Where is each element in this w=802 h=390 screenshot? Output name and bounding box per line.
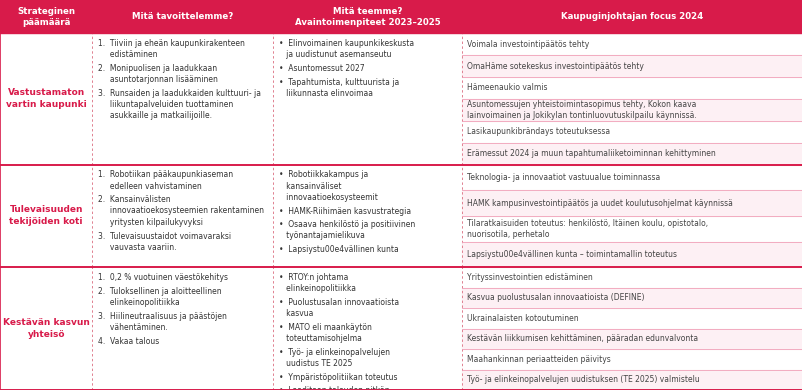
Text: •  Osaava henkilöstö ja positiivinen
   työnantajamielikuva: • Osaava henkilöstö ja positiivinen työn… bbox=[278, 220, 415, 241]
Text: •  RTOY:n johtama
   elinkeinopolitiikka: • RTOY:n johtama elinkeinopolitiikka bbox=[278, 273, 355, 293]
Text: •  HAMK-Riihimäen kasvustrategia: • HAMK-Riihimäen kasvustrategia bbox=[278, 207, 411, 216]
Text: OmaHäme sotekeskus investointipäätös tehty: OmaHäme sotekeskus investointipäätös teh… bbox=[467, 62, 643, 71]
Text: •  Robotiikkakampus ja
   kansainväliset
   innovaatioekosysteemit: • Robotiikkakampus ja kansainväliset inn… bbox=[278, 170, 377, 202]
Text: Lasikaupunkibrändays toteutuksessa: Lasikaupunkibrändays toteutuksessa bbox=[467, 127, 610, 136]
Text: •  Tapahtumista, kulttuurista ja
   liikunnasta elinvoimaa: • Tapahtumista, kulttuurista ja liikunna… bbox=[278, 78, 399, 98]
Text: Kasvua puolustusalan innovaatioista (DEFINE): Kasvua puolustusalan innovaatioista (DEF… bbox=[467, 293, 644, 302]
Text: Ukrainalaisten kotoutuminen: Ukrainalaisten kotoutuminen bbox=[467, 314, 578, 323]
Text: Maahankinnan periaatteiden päivitys: Maahankinnan periaatteiden päivitys bbox=[467, 355, 610, 364]
Text: 1.  Robotiikan pääkaupunkiaseman
     edelleen vahvistaminen: 1. Robotiikan pääkaupunkiaseman edelleen… bbox=[98, 170, 233, 191]
Text: Kaupuginjohtajan focus 2024: Kaupuginjohtajan focus 2024 bbox=[561, 12, 703, 21]
Text: •  MATO eli maankäytön
   toteuttamisohjelma: • MATO eli maankäytön toteuttamisohjelma bbox=[278, 323, 371, 343]
Text: Erämessut 2024 ja muun tapahtumaliiketoiminnan kehittyminen: Erämessut 2024 ja muun tapahtumaliiketoi… bbox=[467, 149, 715, 158]
Bar bbox=[461, 99, 802, 121]
Text: 1.  Tiiviin ja eheän kaupunkirakenteen
     edistäminen: 1. Tiiviin ja eheän kaupunkirakenteen ed… bbox=[98, 39, 245, 59]
Bar bbox=[461, 190, 802, 216]
Bar bbox=[461, 143, 802, 165]
Text: •  Työ- ja elinkeinopalvelujen
   uudistus TE 2025: • Työ- ja elinkeinopalvelujen uudistus T… bbox=[278, 348, 389, 368]
Bar bbox=[461, 328, 802, 349]
Text: •  Asuntomessut 2027: • Asuntomessut 2027 bbox=[278, 64, 364, 73]
Bar bbox=[0, 0, 802, 33]
Text: Tilaratkaisuiden toteutus: henkilöstö, Itäinen koulu, opistotalo,
nuorisotila, p: Tilaratkaisuiden toteutus: henkilöstö, I… bbox=[467, 219, 707, 239]
Text: 3.  Hiilineutraalisuus ja päästöjen
     vähentäminen.: 3. Hiilineutraalisuus ja päästöjen vähen… bbox=[98, 312, 226, 332]
Text: Mitä teemme?
Avaintoimenpiteet 2023–2025: Mitä teemme? Avaintoimenpiteet 2023–2025 bbox=[294, 7, 439, 27]
Text: Työ- ja elinkeinopalvelujen uudistuksen (TE 2025) valmistelu: Työ- ja elinkeinopalvelujen uudistuksen … bbox=[467, 375, 699, 384]
Text: 2.  Kansainvälisten
     innovaatioekosysteemien rakentaminen
     yritysten kil: 2. Kansainvälisten innovaatioekosysteemi… bbox=[98, 195, 264, 227]
Text: •  Puolustusalan innovaatioista
   kasvua: • Puolustusalan innovaatioista kasvua bbox=[278, 298, 399, 318]
Text: Tulevaisuuden
tekijöiden koti: Tulevaisuuden tekijöiden koti bbox=[10, 206, 83, 226]
Text: 2.  Tuloksellinen ja aloitteellinen
     elinkeinopolitiikka: 2. Tuloksellinen ja aloitteellinen elink… bbox=[98, 287, 221, 307]
Text: Teknologia- ja innovaatiot vastuualue toiminnassa: Teknologia- ja innovaatiot vastuualue to… bbox=[467, 173, 660, 182]
Text: 3.  Tulevaisuustaidot voimavaraksi
     vauvasta vaariin.: 3. Tulevaisuustaidot voimavaraksi vauvas… bbox=[98, 232, 231, 252]
Bar bbox=[461, 55, 802, 77]
Text: Mitä tavoittelemme?: Mitä tavoittelemme? bbox=[132, 12, 233, 21]
Text: Asuntomessujen yhteistoimintasopimus tehty, Kokon kaava
lainvoimainen ja Jokikyl: Asuntomessujen yhteistoimintasopimus teh… bbox=[467, 100, 696, 120]
Text: 3.  Runsaiden ja laadukkaiden kulttuuri- ja
     liikuntapalveluiden tuottaminen: 3. Runsaiden ja laadukkaiden kulttuuri- … bbox=[98, 89, 261, 120]
Bar bbox=[461, 370, 802, 390]
Text: Strateginen
päämäärä: Strateginen päämäärä bbox=[17, 7, 75, 27]
Text: Kestävän liikkumisen kehittäminen, pääradan edunvalvonta: Kestävän liikkumisen kehittäminen, päära… bbox=[467, 334, 698, 343]
Text: 1.  0,2 % vuotuinen väestökehitys: 1. 0,2 % vuotuinen väestökehitys bbox=[98, 273, 228, 282]
Text: Vastustamaton
vartin kaupunki: Vastustamaton vartin kaupunki bbox=[6, 89, 87, 109]
Text: 4.  Vakaa talous: 4. Vakaa talous bbox=[98, 337, 159, 346]
Text: •  Ympäristöpolitiikan toteutus: • Ympäristöpolitiikan toteutus bbox=[278, 373, 397, 382]
Text: •  Elinvoimainen kaupunkikeskusta
   ja uudistunut asemanseutu: • Elinvoimainen kaupunkikeskusta ja uudi… bbox=[278, 39, 413, 59]
Text: Kestävän kasvun
yhteisö: Kestävän kasvun yhteisö bbox=[2, 318, 90, 339]
Text: Voimala investointipäätös tehty: Voimala investointipäätös tehty bbox=[467, 40, 589, 49]
Text: Yrityssinvestointien edistäminen: Yrityssinvestointien edistäminen bbox=[467, 273, 593, 282]
Text: Lapsiystu00e4vällinen kunta – toimintamallin toteutus: Lapsiystu00e4vällinen kunta – toimintama… bbox=[467, 250, 677, 259]
Text: 2.  Monipuolisen ja laadukkaan
     asuntotarjonnan lisääminen: 2. Monipuolisen ja laadukkaan asuntotarj… bbox=[98, 64, 217, 84]
Text: HAMK kampusinvestointipäätös ja uudet koulutusohjelmat käynnissä: HAMK kampusinvestointipäätös ja uudet ko… bbox=[467, 199, 732, 207]
Text: •  Lapsiystu00e4vällinen kunta: • Lapsiystu00e4vällinen kunta bbox=[278, 245, 398, 254]
Bar bbox=[461, 241, 802, 267]
Bar bbox=[461, 287, 802, 308]
Text: Hämeenaukio valmis: Hämeenaukio valmis bbox=[467, 83, 547, 92]
Text: •  Laaditaan talouden pitkän
   tähtäimen vakauttamisohjelma: • Laaditaan talouden pitkän tähtäimen va… bbox=[278, 386, 406, 390]
